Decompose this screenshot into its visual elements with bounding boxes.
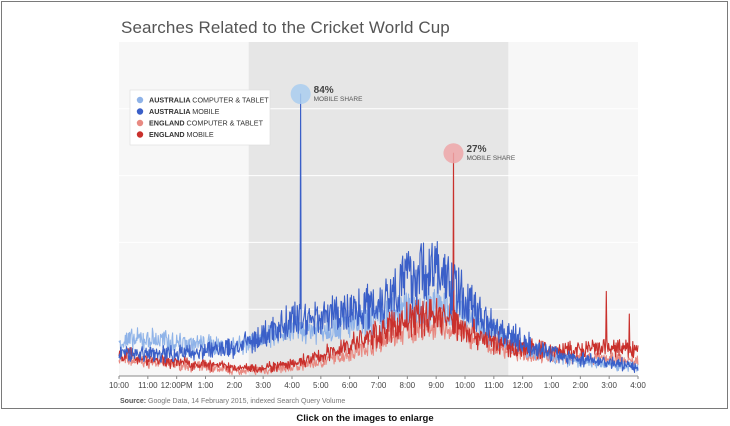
- source-label: Source:: [120, 398, 147, 405]
- annotation-percent-1: 84%: [314, 85, 334, 96]
- chart-title: Searches Related to the Cricket World Cu…: [121, 18, 450, 37]
- series-line-australia-mobile: [118, 93, 639, 373]
- legend-swatch-2: [136, 108, 144, 115]
- legend-label-4: ENGLAND MOBILE: [149, 130, 214, 139]
- legend-label-3: ENGLAND COMPUTER & TABLET: [149, 119, 264, 128]
- x-tick-label-15: 1:00: [544, 381, 560, 390]
- x-tick-label-0: 10:00: [109, 381, 130, 390]
- x-tick-label-10: 8:00: [400, 381, 416, 390]
- legend-country-4: ENGLAND: [149, 130, 187, 139]
- x-tick-label-13: 11:00: [484, 381, 504, 390]
- annotation-bubble-1: [290, 84, 311, 104]
- x-tick-label-18: 4:00: [630, 381, 646, 390]
- image-frame: Searches Related to the Cricket World Cu…: [1, 1, 728, 409]
- source-text: Google Data, 14 February 2015, indexed S…: [148, 398, 346, 405]
- legend-label-1: AUSTRALIA COMPUTER & TABLET: [149, 96, 269, 105]
- legend-device-4: MOBILE: [187, 130, 214, 139]
- legend-label-2: AUSTRALIA MOBILE: [149, 107, 220, 116]
- x-tick-label-4: 2:00: [227, 381, 243, 390]
- annotation-label-1: MOBILE SHARE: [314, 96, 363, 103]
- legend-device-2: MOBILE: [192, 107, 219, 116]
- x-tick-label-9: 7:00: [371, 381, 387, 390]
- x-tick-label-14: 12:00: [513, 381, 534, 390]
- annotation-label-2: MOBILE SHARE: [466, 155, 515, 162]
- legend-box: [129, 89, 271, 146]
- legend-device-3: COMPUTER & TABLET: [187, 119, 264, 128]
- x-tick-label-12: 10:00: [455, 381, 476, 390]
- x-tick-label-7: 5:00: [313, 381, 329, 390]
- legend-swatch-4: [136, 131, 144, 138]
- x-tick-label-16: 2:00: [573, 381, 589, 390]
- legend-country-3: ENGLAND: [149, 119, 187, 128]
- legend-swatch-3: [136, 119, 144, 127]
- enlarge-caption[interactable]: Click on the images to enlarge: [296, 413, 434, 424]
- annotation-percent-2: 27%: [466, 144, 486, 155]
- source-note: Source: Google Data, 14 February 2015, i…: [120, 398, 345, 405]
- legend-device-1: COMPUTER & TABLET: [192, 96, 269, 105]
- annotation-bubble-2: [443, 143, 464, 164]
- x-tick-label-8: 6:00: [342, 381, 358, 390]
- x-tick-label-6: 4:00: [284, 381, 300, 390]
- x-tick-label-1: 11:00: [138, 381, 158, 390]
- x-tick-label-11: 9:00: [428, 381, 444, 390]
- legend-swatch-1: [136, 96, 144, 104]
- x-tick-label-5: 3:00: [255, 381, 271, 390]
- x-tick-label-3: 1:00: [198, 381, 214, 390]
- legend-country-1: AUSTRALIA: [149, 96, 192, 105]
- x-tick-label-2: 12:00PM: [161, 381, 193, 390]
- x-tick-label-17: 3:00: [601, 381, 617, 390]
- legend-country-2: AUSTRALIA: [149, 107, 192, 116]
